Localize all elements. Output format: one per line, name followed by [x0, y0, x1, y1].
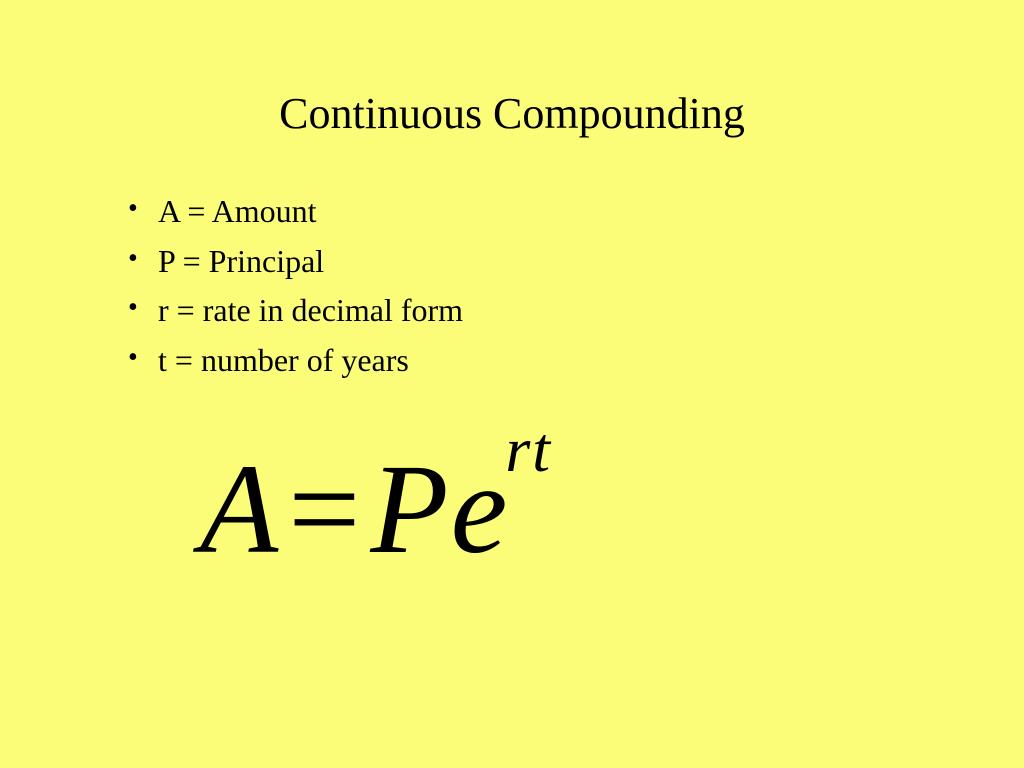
formula-exponent: rt: [505, 414, 552, 485]
slide: Continuous Compounding A = Amount P = Pr…: [0, 0, 1024, 768]
bullet-list: A = Amount P = Principal r = rate in dec…: [0, 187, 1024, 385]
list-item: t = number of years: [128, 336, 1024, 386]
formula-lhs: A: [200, 438, 280, 580]
formula-base: Pe: [370, 438, 509, 580]
formula-equals: =: [280, 438, 370, 580]
formula: A=Pert: [0, 385, 1024, 573]
list-item: r = rate in decimal form: [128, 286, 1024, 336]
list-item: P = Principal: [128, 237, 1024, 287]
slide-title: Continuous Compounding: [0, 0, 1024, 187]
list-item: A = Amount: [128, 187, 1024, 237]
